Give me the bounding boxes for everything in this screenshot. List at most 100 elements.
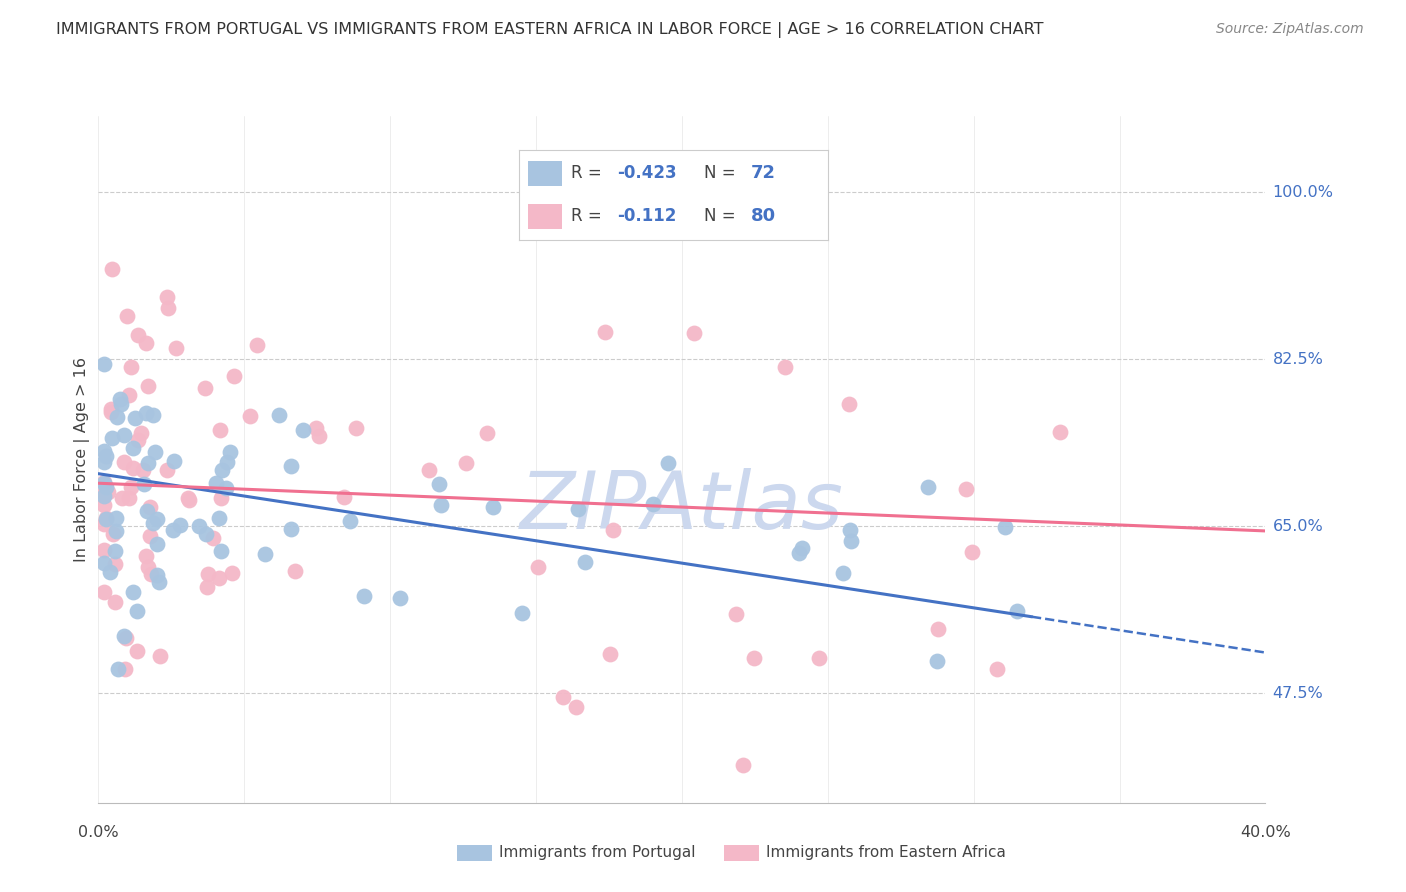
Point	[93, 455, 115, 469]
Point	[246, 338, 269, 352]
Point	[104, 557, 127, 571]
Point	[135, 336, 157, 351]
Point	[135, 405, 157, 419]
Point	[100, 402, 122, 417]
Text: -0.423: -0.423	[617, 164, 678, 183]
Point	[104, 510, 127, 524]
Point	[208, 511, 231, 525]
Point	[105, 409, 128, 424]
Point	[139, 567, 162, 582]
Point	[482, 500, 505, 515]
Point	[197, 566, 219, 581]
Point	[120, 359, 142, 374]
Text: N =: N =	[704, 207, 741, 226]
Point	[187, 518, 209, 533]
Text: 47.5%: 47.5%	[1272, 686, 1323, 700]
Point	[510, 606, 533, 620]
Point	[93, 475, 115, 489]
Point	[96, 510, 118, 524]
Point	[149, 649, 172, 664]
Point	[254, 547, 277, 561]
Point	[724, 607, 747, 622]
Point	[790, 541, 813, 555]
Point	[94, 511, 117, 525]
Text: 65.0%: 65.0%	[1272, 518, 1323, 533]
Point	[112, 428, 135, 442]
Text: 0.0%: 0.0%	[79, 825, 118, 840]
Point	[127, 433, 149, 447]
Point	[221, 566, 243, 581]
Point	[177, 493, 200, 508]
Point	[683, 326, 706, 340]
Text: R =: R =	[571, 164, 607, 183]
Point	[155, 290, 177, 304]
Bar	[527, 161, 562, 186]
Point	[1049, 425, 1071, 439]
Text: Immigrants from Portugal: Immigrants from Portugal	[499, 846, 696, 860]
Text: 72: 72	[751, 164, 776, 183]
Point	[94, 480, 117, 494]
Point	[145, 444, 167, 458]
Point	[93, 516, 115, 531]
Point	[427, 476, 450, 491]
Point	[201, 531, 224, 545]
Point	[134, 476, 156, 491]
Point	[118, 491, 141, 505]
Point	[339, 514, 361, 528]
Point	[195, 580, 218, 594]
Point	[807, 651, 830, 665]
Point	[454, 456, 477, 470]
Point	[209, 423, 232, 437]
Point	[93, 556, 115, 570]
Point	[135, 549, 157, 563]
Point	[593, 325, 616, 339]
Point	[527, 559, 550, 574]
Point	[94, 449, 117, 463]
Point	[955, 483, 977, 497]
Point	[104, 595, 127, 609]
Point	[98, 566, 121, 580]
Point	[389, 591, 412, 606]
Text: 80: 80	[751, 207, 776, 226]
Point	[787, 546, 810, 560]
Point	[145, 567, 167, 582]
Point	[209, 544, 232, 558]
Point	[148, 575, 170, 590]
Bar	[527, 204, 562, 229]
Point	[93, 489, 115, 503]
Point	[917, 480, 939, 494]
Point	[146, 537, 169, 551]
Text: Source: ZipAtlas.com: Source: ZipAtlas.com	[1216, 22, 1364, 37]
Point	[122, 442, 145, 456]
Text: 82.5%: 82.5%	[1272, 351, 1323, 367]
Point	[125, 644, 148, 658]
Point	[962, 545, 984, 559]
Point	[657, 457, 679, 471]
Point	[838, 397, 860, 411]
Point	[927, 623, 949, 637]
Point	[208, 571, 231, 585]
Point	[280, 522, 302, 536]
Point	[209, 491, 232, 506]
Text: ZIPAtlas: ZIPAtlas	[520, 468, 844, 547]
Point	[742, 651, 765, 665]
Point	[127, 328, 149, 343]
Point	[163, 453, 186, 467]
Point	[1005, 604, 1028, 618]
Point	[831, 566, 853, 581]
Text: -0.112: -0.112	[617, 207, 676, 226]
Point	[138, 559, 160, 574]
Point	[115, 632, 138, 646]
Point	[986, 662, 1008, 676]
Point	[215, 481, 238, 495]
Point	[215, 455, 238, 469]
Point	[93, 584, 115, 599]
Point	[120, 480, 142, 494]
Point	[139, 529, 162, 543]
Point	[162, 523, 184, 537]
Point	[194, 381, 217, 395]
Point	[418, 463, 440, 477]
Point	[136, 379, 159, 393]
Point	[132, 463, 155, 477]
Text: Immigrants from Eastern Africa: Immigrants from Eastern Africa	[766, 846, 1007, 860]
